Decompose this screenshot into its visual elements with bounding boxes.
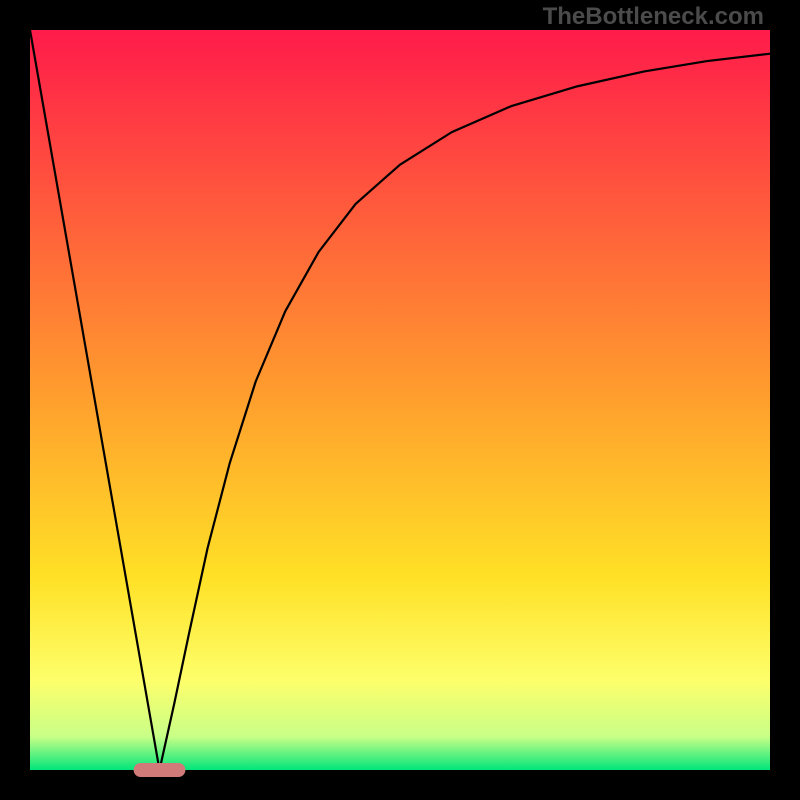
optimal-marker [134, 763, 186, 777]
watermark-text: TheBottleneck.com [543, 3, 764, 31]
bottleneck-chart-svg [0, 0, 800, 800]
chart-frame: TheBottleneck.com [0, 0, 800, 800]
